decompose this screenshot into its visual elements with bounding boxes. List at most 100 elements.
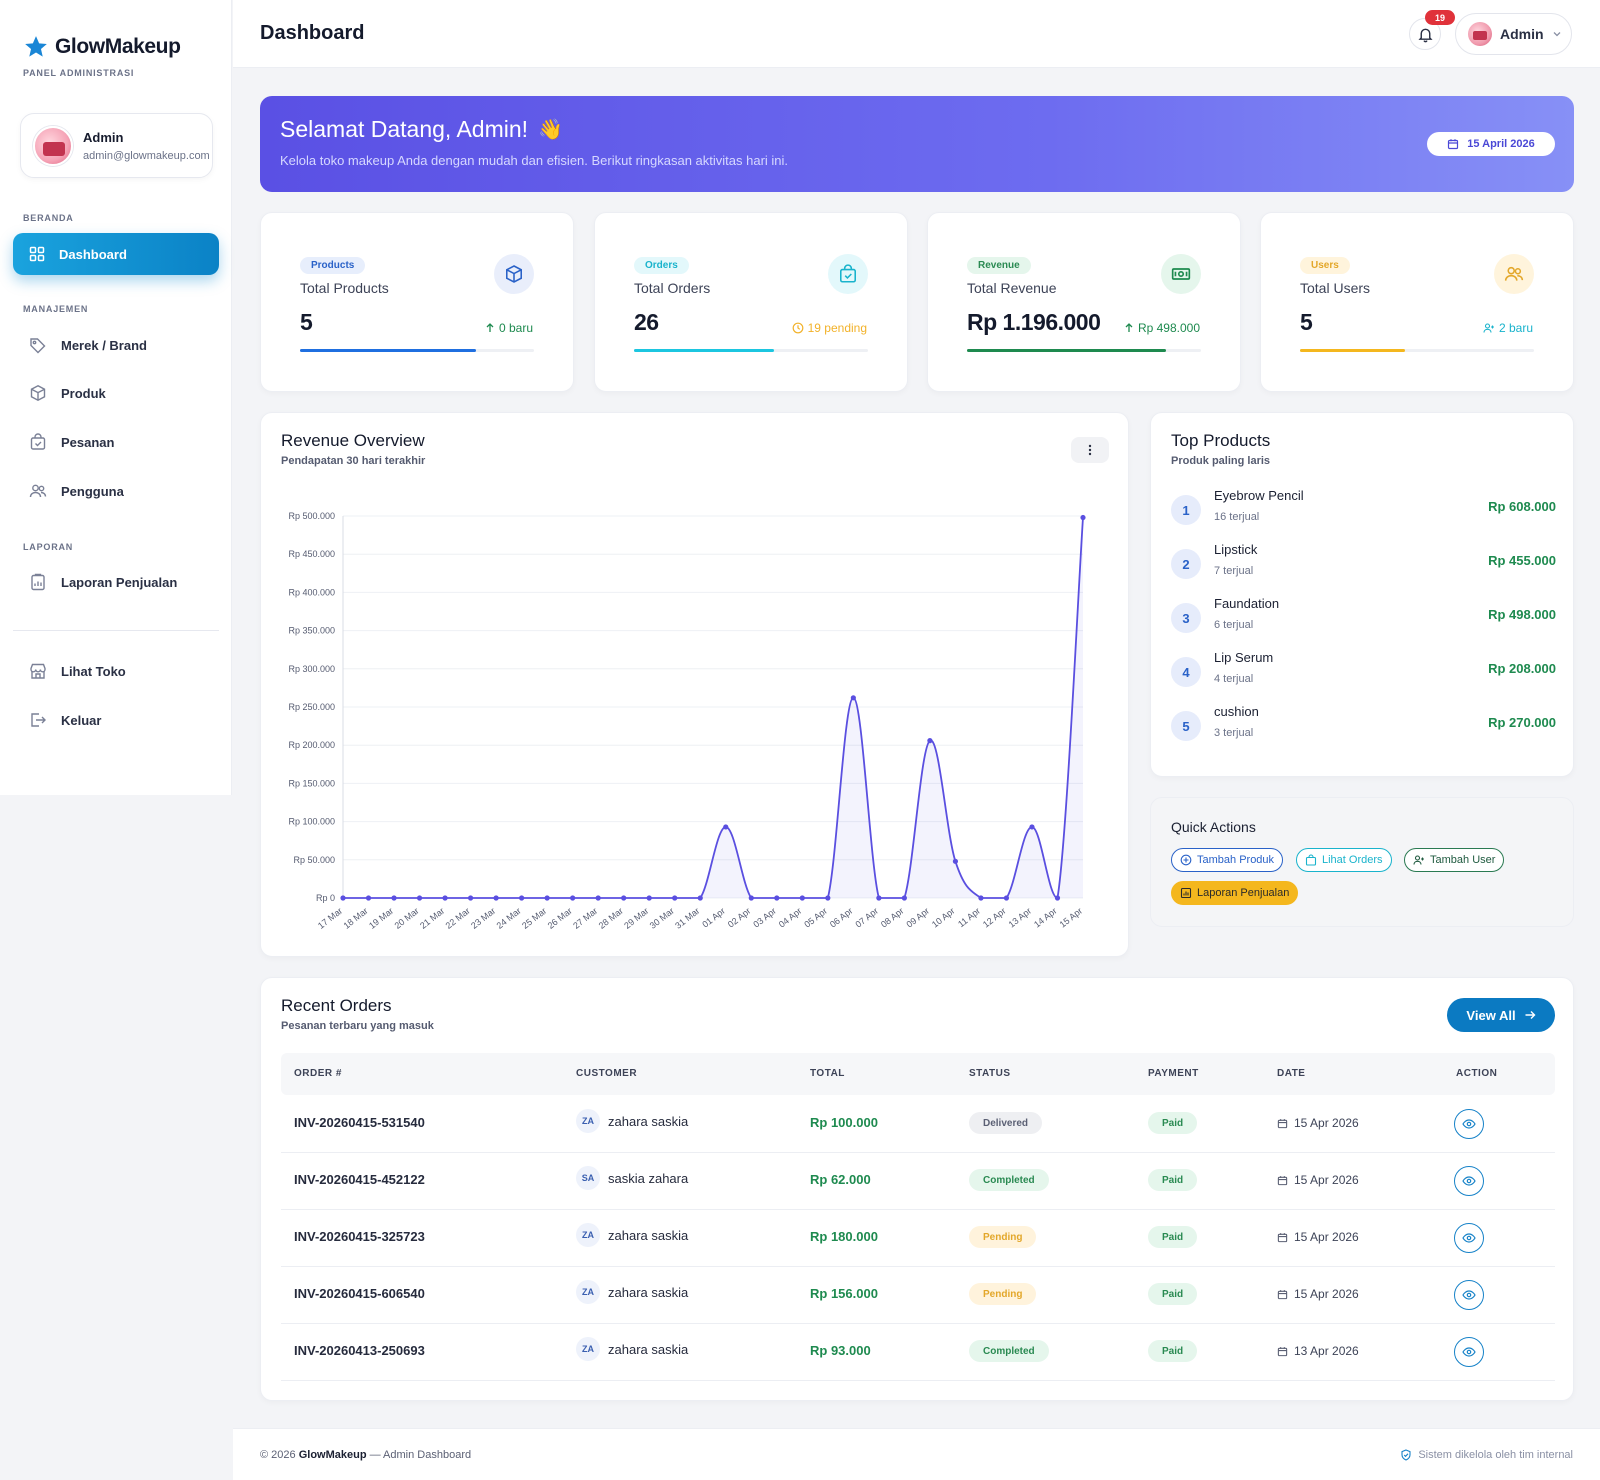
- data-point: [1080, 514, 1086, 521]
- view-order-button[interactable]: [1454, 1109, 1484, 1139]
- x-tick-label: 07 Apr: [853, 906, 880, 930]
- y-tick-label: Rp 500.000: [288, 511, 335, 521]
- more-options-button[interactable]: [1071, 437, 1109, 463]
- order-number[interactable]: INV-20260415-606540: [294, 1286, 425, 1301]
- order-total: Rp 180.000: [810, 1229, 878, 1244]
- sales-report-button[interactable]: Laporan Penjualan: [1171, 881, 1299, 905]
- welcome-banner: Selamat Datang, Admin! 👋 Kelola toko mak…: [260, 96, 1574, 192]
- table-row[interactable]: INV-20260415-325723 ZA zahara saskia Rp 180…: [281, 1209, 1555, 1267]
- order-number[interactable]: INV-20260413-250693: [294, 1343, 425, 1358]
- data-point: [646, 895, 652, 901]
- rank-badge: 3: [1171, 603, 1201, 633]
- panel-subtitle: Pendapatan 30 hari terakhir: [281, 455, 426, 467]
- top-product-item[interactable]: 2 Lipstick 7 terjual Rp 455.000: [1171, 541, 1556, 591]
- y-tick-label: Rp 200.000: [288, 740, 335, 750]
- customer-avatar: ZA: [576, 1280, 600, 1304]
- data-point: [391, 895, 397, 901]
- column-header: PAYMENT: [1148, 1068, 1199, 1079]
- bag-icon: [30, 433, 46, 450]
- stat-card-products: Products Total Products 5 0 baru: [260, 212, 574, 392]
- sidebar-item-laporan-penjualan[interactable]: Laporan Penjualan: [13, 561, 219, 603]
- x-tick-label: 05 Apr: [802, 906, 829, 930]
- top-product-item[interactable]: 5 cushion 3 terjual Rp 270.000: [1171, 703, 1556, 753]
- data-point: [442, 895, 448, 901]
- order-date-text: 15 Apr 2026: [1294, 1287, 1359, 1301]
- brand-logo[interactable]: GlowMakeup: [23, 34, 181, 60]
- status-badge: Delivered: [969, 1112, 1043, 1134]
- order-total: Rp 62.000: [810, 1172, 871, 1187]
- sidebar-item-produk[interactable]: Produk: [13, 372, 219, 414]
- footer-note: Sistem dikelola oleh tim internal: [1400, 1449, 1573, 1461]
- profile-email: admin@glowmakeup.com: [83, 150, 210, 162]
- stat-delta: 2 baru: [1483, 321, 1533, 335]
- customer-avatar: ZA: [576, 1109, 600, 1133]
- data-point: [901, 895, 907, 901]
- data-point: [799, 895, 805, 901]
- x-tick-label: 22 Mar: [444, 906, 472, 931]
- product-revenue: Rp 608.000: [1488, 499, 1556, 514]
- x-tick-label: 30 Mar: [648, 906, 676, 931]
- calendar-icon: [1277, 1289, 1288, 1299]
- order-number[interactable]: INV-20260415-325723: [294, 1229, 425, 1244]
- arrow-up-icon: [1125, 323, 1133, 332]
- rank-badge: 1: [1171, 495, 1201, 525]
- payment-badge: Paid: [1148, 1226, 1198, 1248]
- sidebar-item-pengguna[interactable]: Pengguna: [13, 470, 219, 512]
- report-icon: [31, 573, 45, 591]
- table-row[interactable]: INV-20260415-606540 ZA zahara saskia Rp 156…: [281, 1266, 1555, 1324]
- user-plus-icon: [1413, 855, 1424, 865]
- sidebar-item-brand[interactable]: Merek / Brand: [13, 324, 219, 366]
- notification-count-badge: 19: [1425, 10, 1455, 25]
- brand-name: GlowMakeup: [55, 35, 181, 58]
- view-all-button[interactable]: View All: [1447, 998, 1555, 1032]
- users-icon: [1494, 254, 1534, 294]
- eye-icon: [1462, 1176, 1476, 1186]
- top-product-item[interactable]: 4 Lip Serum 4 terjual Rp 208.000: [1171, 649, 1556, 699]
- sidebar: GlowMakeup PANEL ADMINISTRASI Admin admi…: [0, 0, 232, 795]
- user-menu-button[interactable]: Admin: [1455, 13, 1572, 55]
- avatar: [1468, 22, 1492, 46]
- data-point: [850, 695, 856, 701]
- welcome-title-text: Selamat Datang, Admin!: [280, 116, 529, 142]
- table-row[interactable]: INV-20260415-531540 ZA zahara saskia Rp 100…: [281, 1095, 1555, 1153]
- sidebar-item-pesanan[interactable]: Pesanan: [13, 421, 219, 463]
- view-order-button[interactable]: [1454, 1280, 1484, 1310]
- customer-cell: SA saskia zahara: [576, 1166, 688, 1190]
- tag-icon: [30, 338, 46, 354]
- add-user-button[interactable]: Tambah User: [1404, 848, 1505, 872]
- view-orders-button[interactable]: Lihat Orders: [1296, 848, 1392, 872]
- order-date: 15 Apr 2026: [1277, 1173, 1359, 1187]
- sidebar-item-lihat-toko[interactable]: Lihat Toko: [13, 650, 219, 692]
- table-row[interactable]: INV-20260415-452122 SA saskia zahara Rp 62.…: [281, 1152, 1555, 1210]
- data-point: [340, 895, 346, 901]
- x-tick-label: 04 Apr: [777, 906, 804, 930]
- x-tick-label: 06 Apr: [828, 906, 855, 930]
- x-tick-label: 10 Apr: [930, 906, 957, 930]
- table-row[interactable]: INV-20260413-250693 ZA zahara saskia Rp 93.…: [281, 1323, 1555, 1381]
- view-order-button[interactable]: [1454, 1166, 1484, 1196]
- top-product-item[interactable]: 1 Eyebrow Pencil 16 terjual Rp 608.000: [1171, 487, 1556, 537]
- data-point: [672, 895, 678, 901]
- order-number[interactable]: INV-20260415-531540: [294, 1115, 425, 1130]
- data-point: [365, 895, 372, 901]
- product-revenue: Rp 208.000: [1488, 661, 1556, 676]
- x-tick-label: 13 Apr: [1007, 906, 1034, 930]
- top-product-item[interactable]: 3 Faundation 6 terjual Rp 498.000: [1171, 595, 1556, 645]
- sidebar-item-dashboard[interactable]: Dashboard: [13, 233, 219, 275]
- sidebar-item-keluar[interactable]: Keluar: [13, 699, 219, 741]
- product-revenue: Rp 270.000: [1488, 715, 1556, 730]
- eye-icon: [1462, 1119, 1476, 1129]
- profile-card[interactable]: Admin admin@glowmakeup.com: [20, 113, 213, 178]
- x-tick-label: 14 Apr: [1032, 906, 1059, 930]
- data-point: [748, 895, 754, 901]
- order-number[interactable]: INV-20260415-452122: [294, 1172, 425, 1187]
- x-tick-label: 24 Mar: [495, 906, 523, 931]
- view-order-button[interactable]: [1454, 1337, 1484, 1367]
- eye-icon: [1462, 1347, 1476, 1357]
- product-name: cushion: [1214, 704, 1259, 719]
- x-tick-label: 27 Mar: [571, 906, 599, 931]
- calendar-icon: [1277, 1232, 1288, 1242]
- view-order-button[interactable]: [1454, 1223, 1484, 1253]
- revenue-area: [343, 517, 1083, 898]
- add-product-button[interactable]: Tambah Produk: [1171, 848, 1284, 872]
